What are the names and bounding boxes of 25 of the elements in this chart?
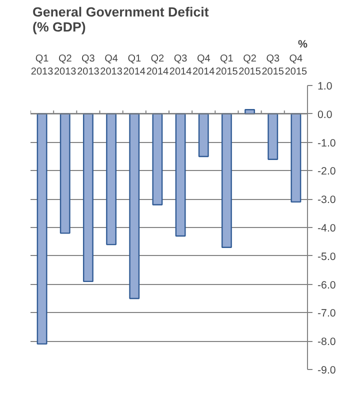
y-tick-label: 1.0 <box>318 80 332 92</box>
y-tick-label: -5.0 <box>318 250 336 263</box>
x-tick-label: Q1 2013 <box>30 53 54 78</box>
y-tick-label: -7.0 <box>318 308 336 320</box>
y-tick-label: -9.0 <box>318 364 336 376</box>
y-tick-label: -3.0 <box>318 194 336 206</box>
y-tick-label: -6.0 <box>318 279 336 292</box>
x-tick-label: Q2 2014 <box>146 53 170 78</box>
y-axis-title: % <box>298 38 308 50</box>
y-tick-label: -8.0 <box>318 336 336 348</box>
y-tick-label: -2.0 <box>318 166 336 178</box>
x-tick-label: Q2 2013 <box>54 53 77 78</box>
x-tick-label: Q1 2015 <box>216 53 238 78</box>
x-tick-label: Q1 2014 <box>123 53 146 78</box>
chart-title: General Government Deficit (% GDP) <box>32 4 210 34</box>
y-tick-label: 0.0 <box>318 108 332 121</box>
x-tick-label: Q4 2014 <box>192 53 216 78</box>
y-tick-label: -1.0 <box>318 137 336 150</box>
x-tick-label: Q2 2015 <box>238 53 262 78</box>
x-tick-label: Q3 2015 <box>262 53 284 78</box>
x-tick-label: Q3 2014 <box>169 53 192 78</box>
x-tick-label: Q4 2015 <box>284 53 308 78</box>
x-tick-label: Q4 2013 <box>100 53 123 78</box>
y-tick-label: -4.0 <box>318 222 336 234</box>
x-tick-label: Q3 2013 <box>77 53 100 78</box>
